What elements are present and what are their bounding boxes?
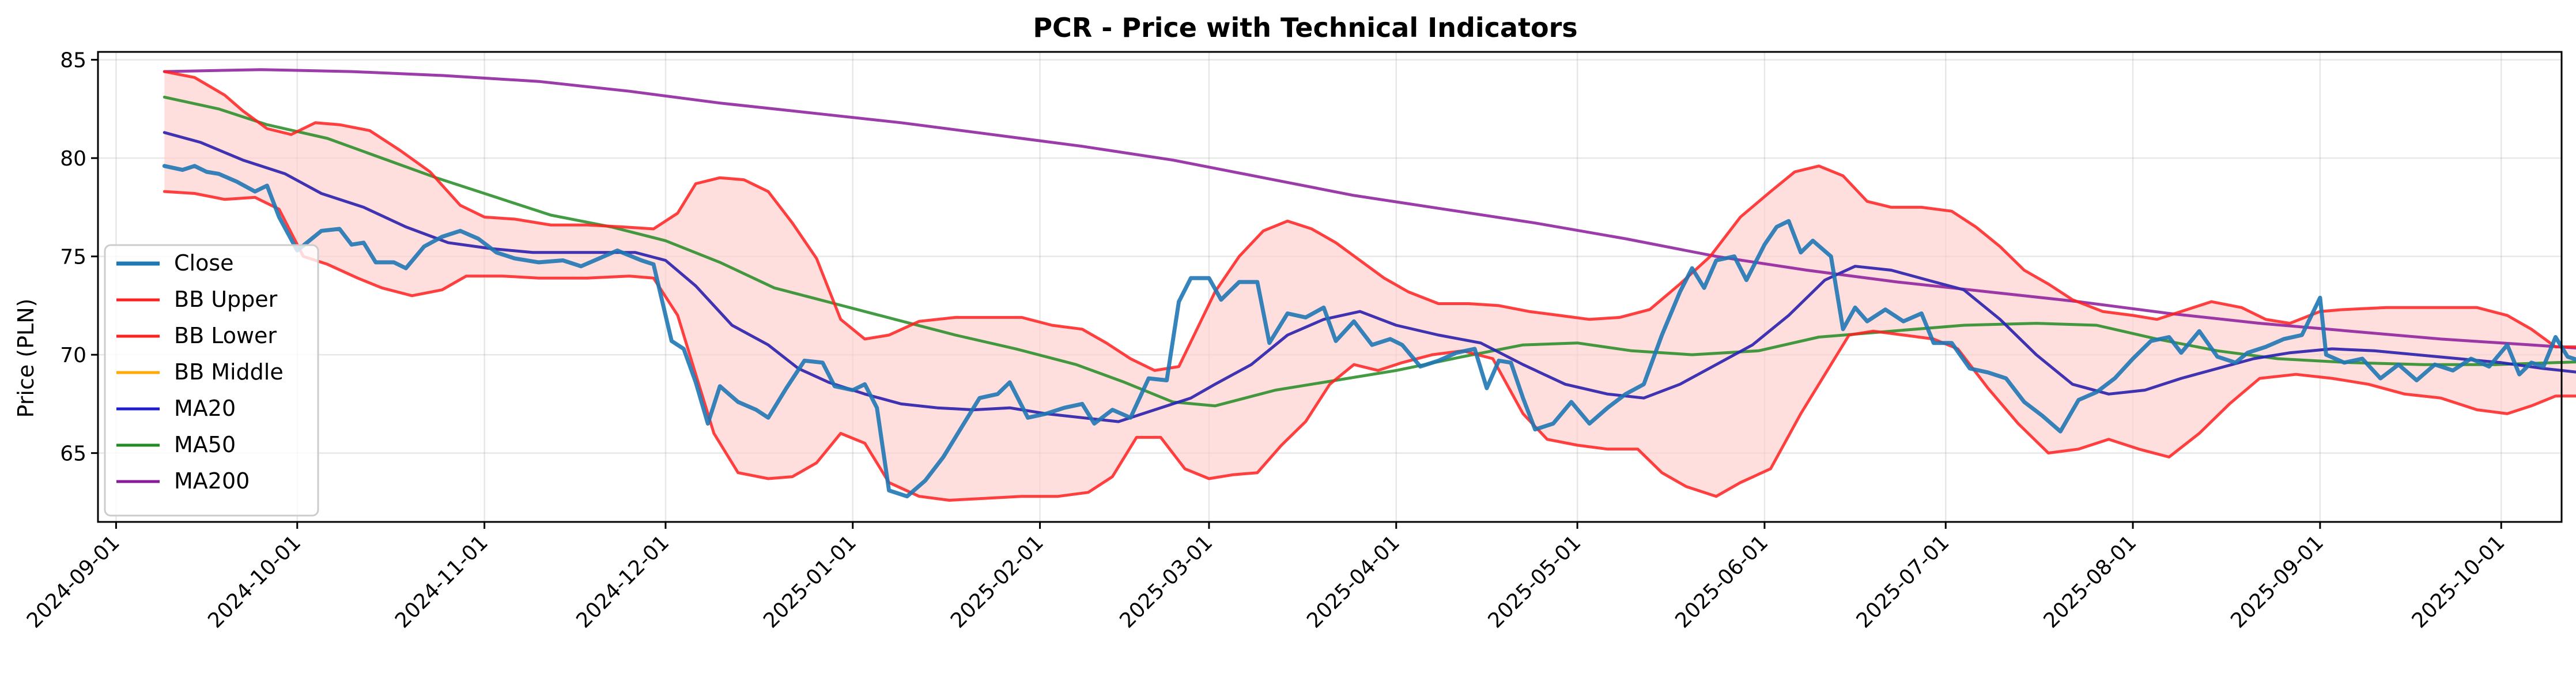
series-line-bb-lower (163, 190, 2576, 502)
legend-label: BB Middle (174, 359, 284, 385)
y-tick-label: 85 (60, 49, 86, 73)
x-tick-label: 2024-10-01 (203, 531, 305, 633)
series-lines (162, 68, 2576, 502)
series-line-bb-upper (163, 70, 2576, 372)
legend-box (104, 244, 319, 517)
plot-frame (97, 51, 2563, 523)
x-tick-label: 2025-07-01 (1852, 531, 1954, 633)
x-tick-label: 2025-02-01 (946, 531, 1048, 633)
series-line-ma200 (163, 68, 2576, 349)
x-tick-label: 2025-04-01 (1302, 531, 1404, 633)
x-tick-label: 2025-10-01 (2408, 531, 2510, 633)
bollinger-band-fill (164, 72, 2576, 501)
legend-label: BB Lower (174, 323, 277, 348)
x-tick-label: 2025-08-01 (2039, 531, 2141, 633)
x-tick-label: 2025-05-01 (1484, 531, 1586, 633)
legend-label: MA20 (174, 396, 236, 421)
y-axis-label: Price (PLN) (13, 299, 39, 418)
x-tick-label: 2025-06-01 (1671, 531, 1773, 633)
y-tick-label: 70 (60, 344, 86, 367)
x-tick-label: 2024-11-01 (391, 531, 493, 633)
x-tick-label: 2025-01-01 (759, 531, 861, 633)
x-tick-label: 2024-12-01 (572, 531, 674, 633)
x-tick-label: 2025-09-01 (2226, 531, 2328, 633)
legend-label: BB Upper (174, 287, 278, 312)
legend-label: MA200 (174, 468, 250, 494)
chart-title: PCR - Price with Technical Indicators (1033, 12, 1577, 43)
y-tick-label: 65 (60, 442, 86, 466)
bb-band-area (164, 72, 2576, 501)
y-tick-label: 75 (60, 246, 86, 269)
y-axis: 65 70 75 80 85 (60, 49, 98, 466)
legend-label: Close (174, 250, 234, 276)
series-line-close (162, 164, 2576, 499)
series-line-ma50 (163, 95, 2576, 408)
legend: Close BB Upper BB Lower BB Middle MA20 MA50 MA… (104, 244, 319, 517)
x-tick-label: 2025-03-01 (1115, 531, 1217, 633)
x-tick-label: 2024-09-01 (22, 531, 124, 633)
x-axis: 2024-09-01 2024-10-01 2024-11-01 2024-12-01… (22, 522, 2510, 633)
legend-label: MA50 (174, 432, 236, 457)
y-tick-label: 80 (60, 147, 86, 171)
